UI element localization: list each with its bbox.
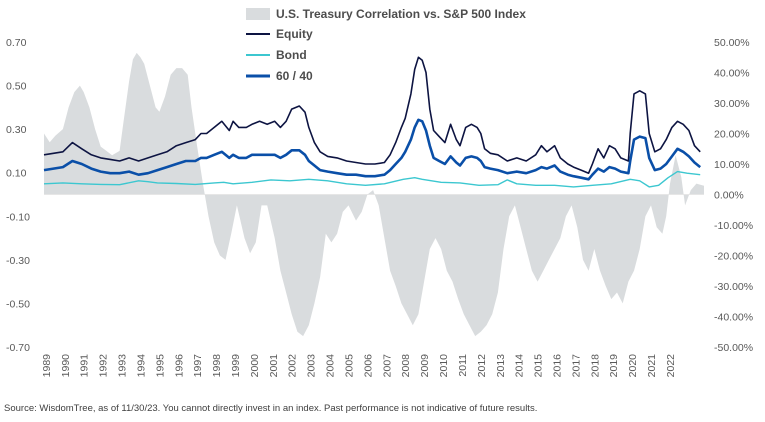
x-tick-label: 2008 xyxy=(400,354,412,378)
x-tick-label: 1989 xyxy=(41,354,53,378)
x-tick-label: 1996 xyxy=(173,354,185,378)
right-tick-label: 50.00% xyxy=(714,37,750,49)
source-note: Source: WisdomTree, as of 11/30/23. You … xyxy=(4,403,538,414)
right-tick-label: -40.00% xyxy=(714,312,753,324)
left-tick-label: -0.50 xyxy=(6,298,30,310)
x-tick-label: 2011 xyxy=(457,354,469,377)
x-tick-label: 1995 xyxy=(154,354,166,378)
x-tick-label: 1998 xyxy=(211,354,223,378)
right-tick-label: -10.00% xyxy=(714,220,753,232)
x-tick-label: 1992 xyxy=(98,354,110,378)
right-tick-label: 20.00% xyxy=(714,129,750,141)
x-tick-label: 2018 xyxy=(589,354,601,378)
x-tick-label: 2017 xyxy=(570,354,582,378)
right-tick-label: 10.00% xyxy=(714,159,750,171)
x-tick-label: 2003 xyxy=(306,354,318,378)
x-tick-label: 2012 xyxy=(476,354,488,378)
x-tick-label: 1990 xyxy=(60,354,72,378)
x-tick-label: 1997 xyxy=(192,354,204,378)
x-tick-label: 2000 xyxy=(249,354,261,378)
x-tick-label: 2005 xyxy=(344,354,356,378)
right-tick-label: 30.00% xyxy=(714,98,750,110)
right-tick-label: -50.00% xyxy=(714,342,753,354)
x-tick-label: 1993 xyxy=(117,354,129,378)
x-tick-label: 2007 xyxy=(381,354,393,378)
legend: U.S. Treasury Correlation vs. S&P 500 In… xyxy=(246,7,526,83)
right-tick-label: -20.00% xyxy=(714,251,753,263)
x-tick-label: 2009 xyxy=(419,354,431,378)
x-tick-label: 2002 xyxy=(287,354,299,378)
x-tick-label: 2015 xyxy=(533,354,545,378)
right-tick-label: 40.00% xyxy=(714,68,750,80)
x-tick-label: 2019 xyxy=(608,354,620,378)
x-tick-label: 2013 xyxy=(495,354,507,378)
x-tick-label: 2021 xyxy=(646,354,658,378)
legend-swatch-area xyxy=(246,8,270,20)
x-tick-label: 1991 xyxy=(79,354,91,378)
x-tick-label: 2016 xyxy=(552,354,564,378)
x-axis-ticks: 1989 1990 1991 1992 1993 1994 1995 1996 1997 1998… xyxy=(41,354,677,378)
x-tick-label: 1999 xyxy=(230,354,242,378)
x-tick-label: 2022 xyxy=(665,354,677,378)
x-tick-label: 1994 xyxy=(135,354,147,378)
x-tick-label: 2020 xyxy=(627,354,639,378)
series-line-bond xyxy=(43,170,701,188)
left-tick-label: 0.70 xyxy=(6,37,27,49)
left-tick-label: 0.10 xyxy=(6,168,27,180)
series-line-equity xyxy=(43,56,701,174)
x-tick-label: 2010 xyxy=(438,354,450,378)
x-tick-label: 2014 xyxy=(514,354,526,378)
x-tick-label: 2001 xyxy=(268,354,280,378)
left-tick-label: -0.70 xyxy=(6,342,30,354)
left-tick-label: -0.30 xyxy=(6,255,30,267)
legend-label: U.S. Treasury Correlation vs. S&P 500 In… xyxy=(276,7,526,21)
right-tick-label: 0.00% xyxy=(714,190,744,202)
right-axis-ticks: 50.00% 40.00% 30.00% 20.00% 10.00% 0.00% -10.0… xyxy=(714,37,753,354)
left-tick-label: 0.30 xyxy=(6,124,27,136)
series-lines-layer xyxy=(43,56,702,188)
legend-label: 60 / 40 xyxy=(276,69,313,83)
left-tick-label: -0.10 xyxy=(6,211,30,223)
legend-label: Equity xyxy=(276,27,313,41)
left-tick-label: 0.50 xyxy=(6,81,27,93)
right-tick-label: -30.00% xyxy=(714,281,753,293)
x-tick-label: 2004 xyxy=(325,354,337,378)
legend-label: Bond xyxy=(276,48,307,62)
x-tick-label: 2006 xyxy=(362,354,374,378)
series-line-60-40 xyxy=(43,118,702,181)
left-axis-ticks: 0.70 0.50 0.30 0.10 -0.10 -0.30 -0.50 -0.70 xyxy=(6,37,30,354)
